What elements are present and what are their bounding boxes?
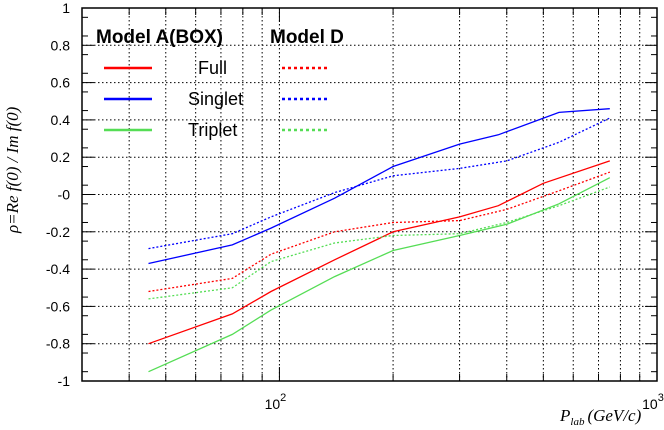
series-lines bbox=[148, 108, 611, 373]
y-tick-label: -0.4 bbox=[46, 261, 70, 277]
y-tick-label: 0.6 bbox=[51, 75, 71, 91]
x-tick-label: 103 bbox=[642, 392, 664, 412]
model-d-singlet-line bbox=[148, 117, 611, 250]
legend-rows: Full Singlet Triplet bbox=[104, 58, 327, 140]
x-axis-title: Plab (GeV/c) bbox=[559, 406, 642, 428]
legend: Model A(BOX) Model D Full Singlet Triplet bbox=[96, 27, 344, 140]
y-tick-label: 0.8 bbox=[51, 37, 71, 53]
x-tick-label-exponent: 2 bbox=[280, 392, 286, 404]
legend-label-triplet: Triplet bbox=[188, 120, 237, 140]
y-tick-label: -0.8 bbox=[46, 336, 70, 352]
model-a-singlet-line bbox=[148, 108, 610, 265]
x-tick-label-base: 10 bbox=[642, 396, 658, 412]
x-tick-label-base: 10 bbox=[265, 396, 281, 412]
y-tick-label: -1 bbox=[58, 373, 71, 389]
model-a-full-line bbox=[148, 160, 611, 345]
x-tick-label-exponent: 3 bbox=[658, 392, 664, 404]
x-axis-title-units: (GeV/c) bbox=[587, 406, 641, 425]
grid bbox=[81, 8, 657, 381]
y-tick-label: -0.2 bbox=[46, 224, 70, 240]
legend-label-full: Full bbox=[198, 58, 227, 78]
model-d-triplet-line bbox=[148, 186, 611, 300]
y-axis-title: ρ=Re f(0) / Im f(0) bbox=[3, 106, 22, 234]
y-tick-label: -0.6 bbox=[46, 298, 70, 314]
model-d-full-line bbox=[148, 171, 611, 293]
y-tick-label: 0.4 bbox=[51, 112, 71, 128]
y-tick-label: 1 bbox=[62, 0, 70, 16]
x-axis-title-subscript: lab bbox=[570, 416, 585, 428]
y-tick-label: -0 bbox=[58, 187, 71, 203]
y-tick-label: 0.2 bbox=[51, 149, 71, 165]
legend-header-model-a: Model A(BOX) bbox=[96, 27, 223, 48]
legend-label-singlet: Singlet bbox=[188, 89, 243, 109]
axis-ticks bbox=[81, 7, 658, 382]
model-a-triplet-line bbox=[148, 177, 611, 373]
legend-header-model-d: Model D bbox=[270, 27, 344, 48]
x-tick-label: 102 bbox=[265, 392, 287, 412]
x-axis-title-symbol: P bbox=[559, 406, 570, 425]
